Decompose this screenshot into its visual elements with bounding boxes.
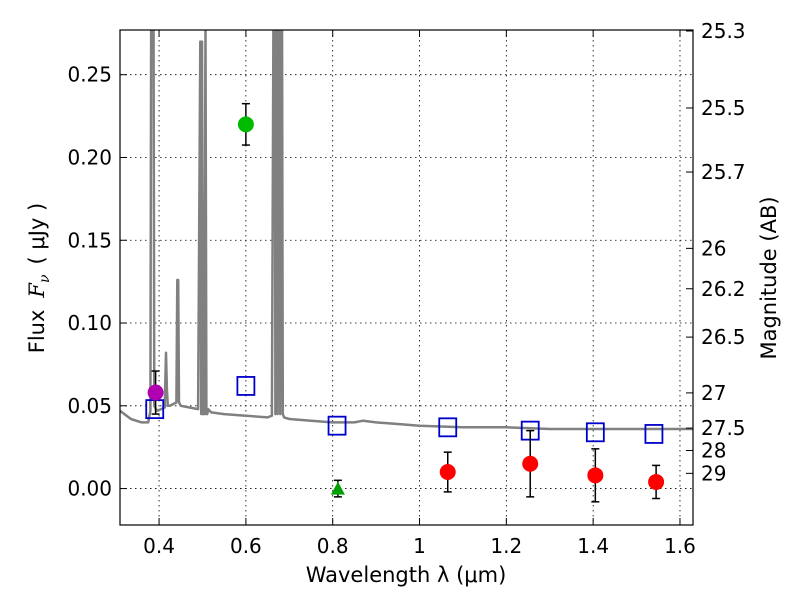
right-tick-label: 25.7 [701,160,746,184]
right-tick-label: 26.5 [701,325,746,349]
model-photometry-point [585,422,605,443]
x-tick-label: 1.2 [490,534,522,558]
x-axis-title: Wavelength λ (μm) [306,563,507,587]
data-point [587,467,604,484]
x-tick-label: 1 [413,534,426,558]
y-axis-title: Flux Fν ( μJy ) [25,203,53,353]
x-tick-label: 0.8 [317,534,349,558]
model-layer [120,30,693,431]
x-tick-label: 0.4 [143,534,175,558]
right-tick-label: 28 [701,439,726,463]
grid-layer [120,30,693,525]
model-photometry-point [327,415,347,436]
plot-frame [119,29,694,526]
y-tick-label: 0.10 [67,311,112,335]
x-tick-label: 1.6 [664,534,696,558]
x-tick-label: 0.6 [230,534,262,558]
x-tick-label: 1.4 [577,534,609,558]
y-axis-title-subscript: ν [37,274,53,283]
upper-limit-point [330,481,345,495]
data-point [522,455,539,472]
right-tick-label: 27 [701,381,726,405]
model-photometry-point [236,376,256,396]
y-tick-label: 0.25 [67,63,112,87]
y-tick-label: 0.05 [67,394,112,418]
right-tick-label: 26.2 [701,277,746,301]
y-tick-label: 0.00 [67,477,112,501]
model-photometry-point [644,424,664,444]
right-tick-label: 29 [701,461,726,485]
y-axis-title-flux: Flux [25,310,49,354]
y-tick-label: 0.20 [67,145,112,169]
right-tick-label: 26 [701,236,726,260]
y-axis-title-units: ( μJy ) [25,203,49,265]
ticks-layer: 0.4 0.6 0.8 1 1.2 1.4 1.6 0.00 0.05 0.10 0.15 0.20 0… [67,19,745,558]
points-layer [145,102,665,503]
model-photometry-point [438,417,458,438]
right-tick-label: 27.5 [701,416,746,440]
data-point [648,473,665,490]
y-axis-title-symbol: F [25,282,49,299]
data-point [237,116,254,133]
right-tick-label: 25.5 [701,96,746,120]
data-point [439,464,456,481]
right-axis-title: Magnitude (AB) [757,196,781,359]
data-point [147,384,164,401]
model-spectrum-line [120,30,693,431]
right-tick-label: 25.3 [701,19,746,43]
y-tick-label: 0.15 [67,228,112,252]
